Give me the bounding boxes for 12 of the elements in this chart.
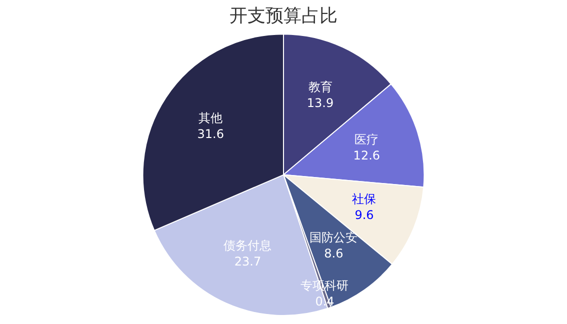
data-label: 31.6 [197, 126, 224, 141]
slice-label: 社保 [352, 192, 376, 206]
slice-label: 医疗 [354, 132, 379, 147]
data-label: 8.6 [324, 246, 344, 260]
chart-title: 开支预算占比 [230, 5, 338, 26]
slice-label: 债务付息 [224, 238, 272, 252]
data-label: 13.9 [306, 96, 334, 110]
data-label: 23.7 [234, 254, 262, 268]
slice-label: 其他 [198, 110, 223, 125]
slice-label: 教育 [308, 80, 332, 94]
data-label: 12.6 [353, 148, 380, 163]
data-label: 9.6 [354, 208, 374, 222]
